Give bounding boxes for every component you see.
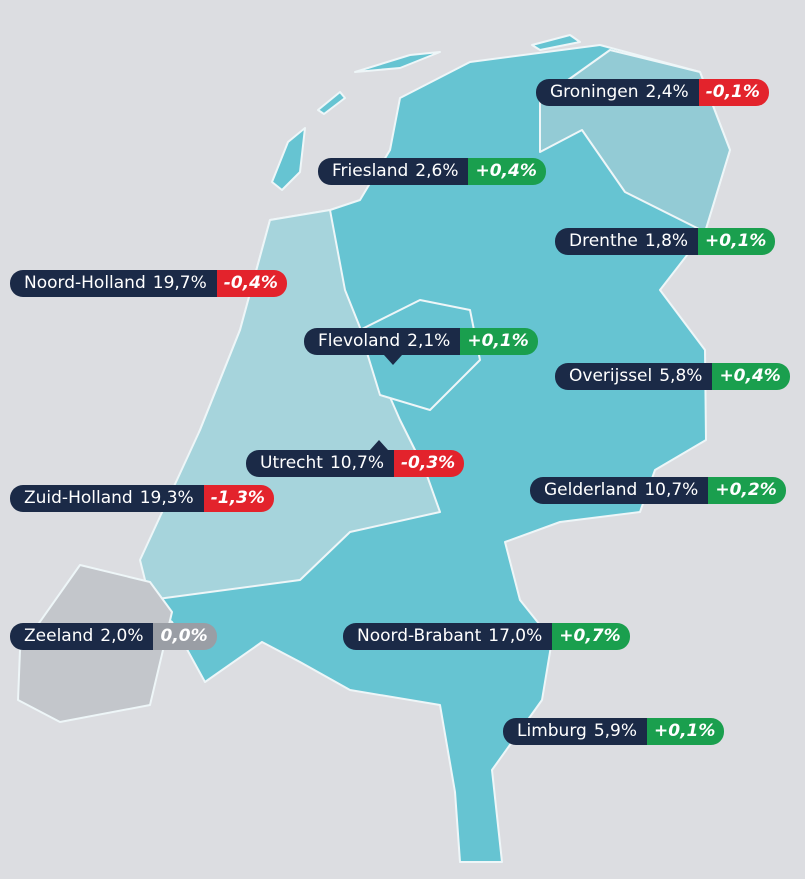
change-badge: 0,0% bbox=[153, 623, 217, 650]
name-pill: Limburg 5,9% bbox=[503, 718, 648, 745]
island bbox=[531, 34, 581, 51]
island bbox=[271, 127, 306, 191]
region-name: Zeeland bbox=[24, 626, 94, 646]
pointer bbox=[384, 355, 402, 365]
change-badge: +0,4% bbox=[468, 158, 546, 185]
name-pill: Groningen 2,4% bbox=[536, 79, 699, 106]
region-name: Friesland bbox=[332, 161, 409, 181]
region-share: 2,1% bbox=[407, 331, 451, 351]
region-name: Utrecht bbox=[260, 453, 323, 473]
region-label: Groningen 2,4% -0,1% bbox=[536, 79, 769, 106]
region-name: Noord-Holland bbox=[24, 273, 146, 293]
region-label: Zuid-Holland 19,3% -1,3% bbox=[10, 485, 274, 512]
region-label: Gelderland 10,7% +0,2% bbox=[530, 477, 786, 504]
region-name: Groningen bbox=[550, 82, 639, 102]
region-label: Noord-Brabant 17,0% +0,7% bbox=[343, 623, 630, 650]
change-badge: -1,3% bbox=[203, 485, 274, 512]
island bbox=[354, 51, 441, 73]
region-share: 1,8% bbox=[644, 231, 689, 251]
change-badge: -0,3% bbox=[394, 450, 465, 477]
name-pill: Utrecht 10,7% bbox=[246, 450, 394, 477]
name-pill: Zeeland 2,0% bbox=[10, 623, 154, 650]
region-share: 17,0% bbox=[488, 626, 543, 646]
region-share: 10,7% bbox=[329, 453, 384, 473]
name-pill: Flevoland 2,1% bbox=[304, 328, 461, 355]
name-pill: Drenthe 1,8% bbox=[555, 228, 699, 255]
region-name: Flevoland bbox=[318, 331, 401, 351]
change-badge: +0,2% bbox=[708, 477, 786, 504]
region-label: Flevoland 2,1% +0,1% bbox=[304, 328, 538, 365]
name-pill: Gelderland 10,7% bbox=[530, 477, 709, 504]
name-pill: Friesland 2,6% bbox=[318, 158, 469, 185]
name-pill: Noord-Brabant 17,0% bbox=[343, 623, 553, 650]
region-label: Overijssel 5,8% +0,4% bbox=[555, 363, 790, 390]
name-pill: Zuid-Holland 19,3% bbox=[10, 485, 204, 512]
name-pill: Overijssel 5,8% bbox=[555, 363, 713, 390]
change-badge: +0,1% bbox=[647, 718, 725, 745]
region-label: Friesland 2,6% +0,4% bbox=[318, 158, 546, 185]
region-label: Drenthe 1,8% +0,1% bbox=[555, 228, 776, 255]
region-share: 2,6% bbox=[415, 161, 459, 181]
region-name: Limburg bbox=[517, 721, 587, 741]
region-name: Drenthe bbox=[569, 231, 638, 251]
region-share: 5,8% bbox=[659, 366, 703, 386]
region-share: 19,7% bbox=[152, 273, 207, 293]
flevoland bbox=[359, 299, 481, 411]
region-label: Utrecht 10,7% -0,3% bbox=[246, 440, 465, 477]
region-share: 2,4% bbox=[645, 82, 689, 102]
region-name: Zuid-Holland bbox=[24, 488, 133, 508]
region-name: Noord-Brabant bbox=[357, 626, 482, 646]
region-label: Limburg 5,9% +0,1% bbox=[503, 718, 725, 745]
name-pill: Noord-Holland 19,7% bbox=[10, 270, 217, 297]
change-badge: +0,4% bbox=[712, 363, 790, 390]
region-label: Noord-Holland 19,7% -0,4% bbox=[10, 270, 287, 297]
region-label: Zeeland 2,0% 0,0% bbox=[10, 623, 217, 650]
island bbox=[317, 91, 346, 115]
change-badge: +0,1% bbox=[460, 328, 538, 355]
region-share: 19,3% bbox=[139, 488, 194, 508]
region-share: 2,0% bbox=[100, 626, 144, 646]
region-share: 10,7% bbox=[644, 480, 699, 500]
change-badge: -0,4% bbox=[216, 270, 287, 297]
change-badge: +0,1% bbox=[698, 228, 776, 255]
region-name: Overijssel bbox=[569, 366, 653, 386]
pointer bbox=[370, 440, 388, 450]
change-badge: +0,7% bbox=[552, 623, 630, 650]
change-badge: -0,1% bbox=[698, 79, 769, 106]
region-name: Gelderland bbox=[544, 480, 638, 500]
region-share: 5,9% bbox=[593, 721, 638, 741]
